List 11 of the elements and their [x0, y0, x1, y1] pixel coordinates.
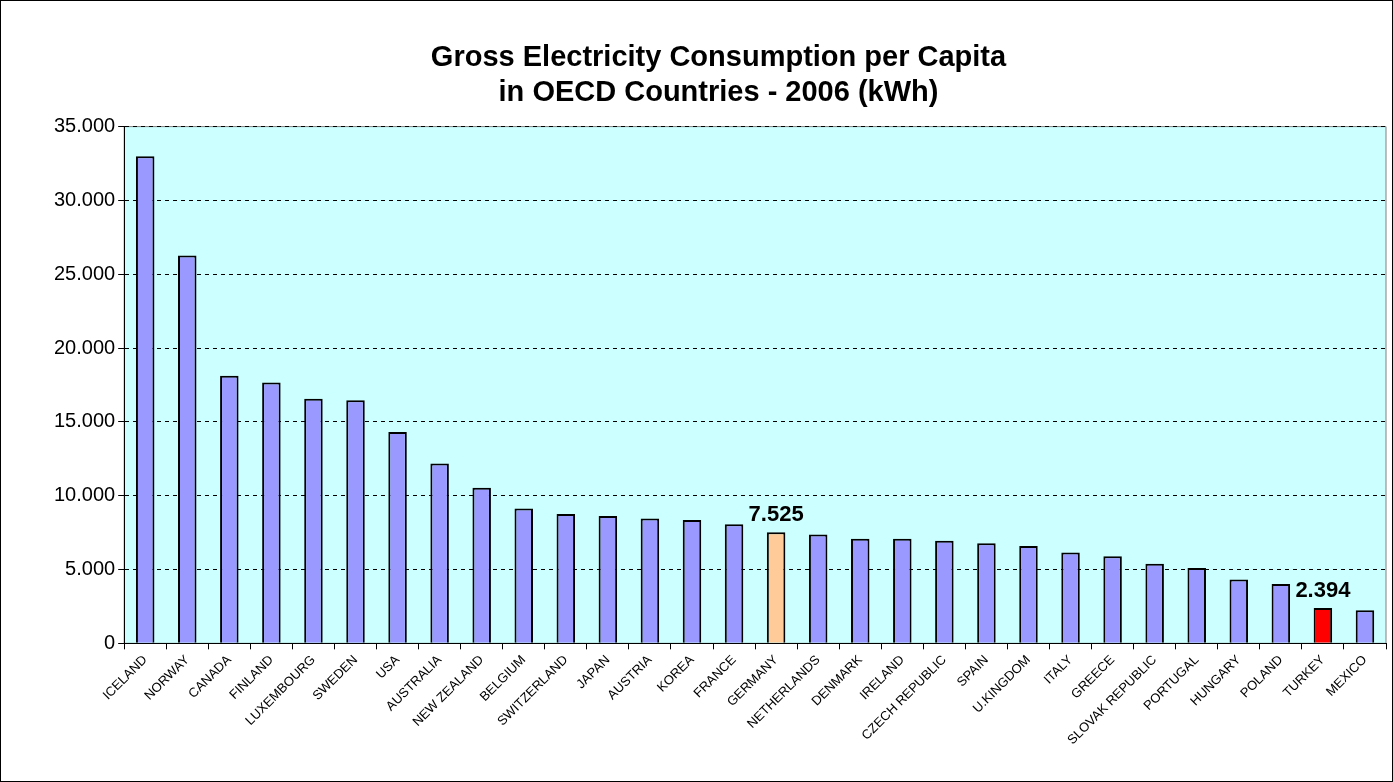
- data-label: 7.525: [748, 501, 804, 527]
- y-tick-label: 25.000: [54, 261, 116, 284]
- y-tick-label: 15.000: [54, 409, 116, 432]
- data-label: 2.394: [1295, 577, 1352, 603]
- chart-title: Gross Electricity Consumption per Capita in OECD Countries - 2006 (kWh): [430, 40, 1008, 108]
- y-tick-label: 35.000: [54, 114, 116, 137]
- y-tick-label: 5.000: [65, 557, 116, 580]
- y-tick-label: 0: [104, 630, 116, 653]
- y-tick-label: 10.000: [54, 483, 116, 506]
- y-tick-label: 20.000: [54, 335, 116, 358]
- y-tick-label: 30.000: [54, 187, 116, 210]
